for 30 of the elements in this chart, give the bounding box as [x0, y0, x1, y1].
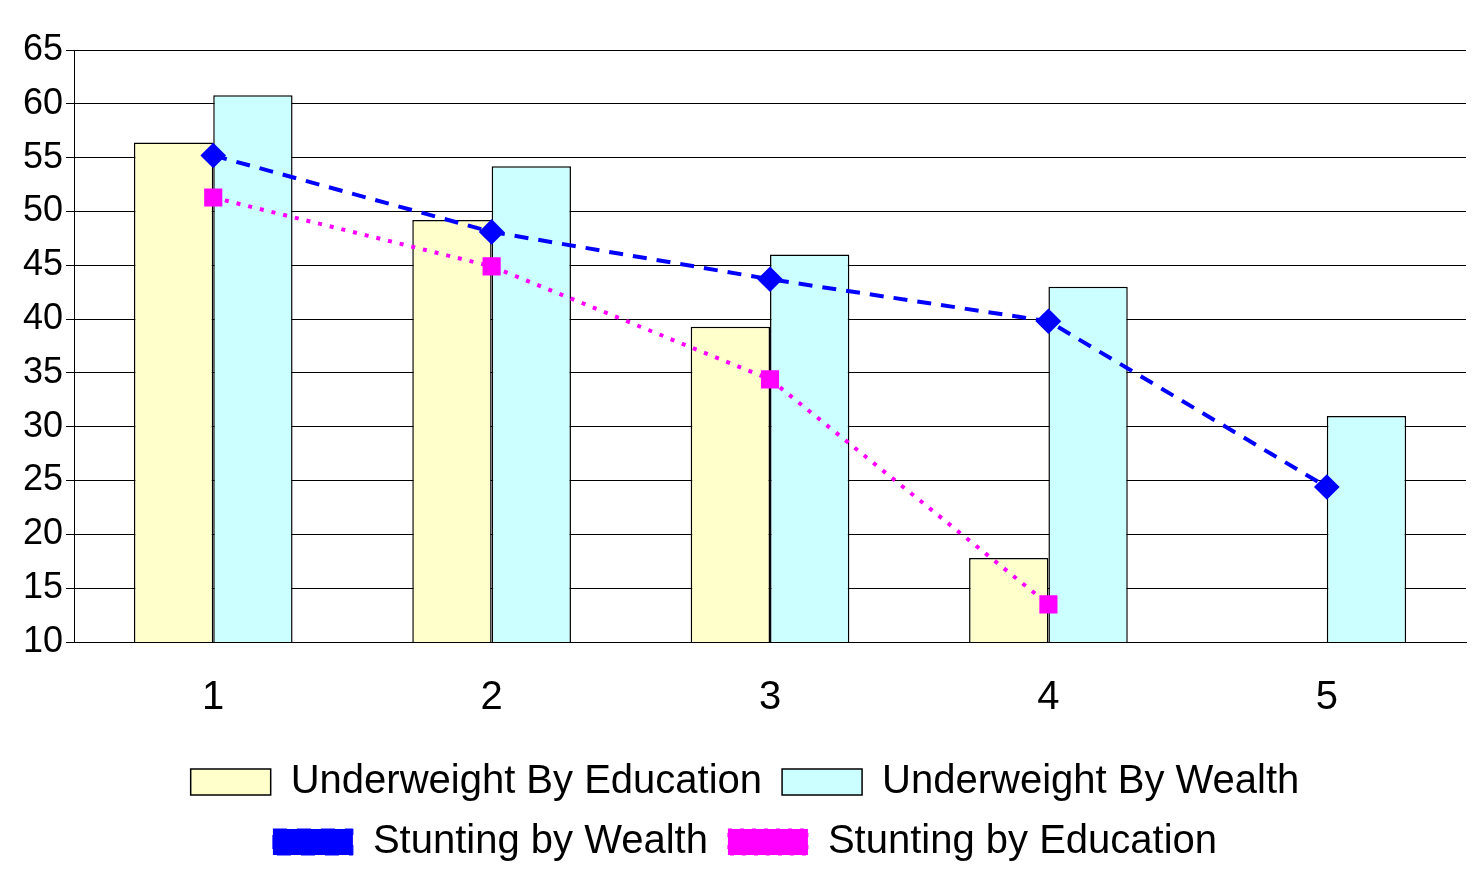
y-tick-label: 10	[23, 618, 64, 660]
point	[482, 257, 501, 276]
legend-label: Stunting by Education	[827, 817, 1218, 862]
y-tick-label: 65	[23, 26, 64, 68]
point	[1036, 309, 1061, 334]
y-tick-label: 55	[23, 134, 64, 176]
point	[1039, 595, 1058, 614]
y-tick-label: 15	[23, 565, 64, 607]
legend-label: Underweight By Wealth	[882, 757, 1300, 802]
legend-label: Underweight By Education	[290, 757, 763, 802]
point	[201, 143, 226, 168]
x-tick-label: 4	[1037, 673, 1060, 718]
point	[760, 370, 780, 389]
x-tick-label: 3	[758, 673, 782, 718]
x-tick-label: 2	[480, 673, 503, 718]
x-tick-label: 5	[1315, 673, 1338, 718]
point	[758, 267, 783, 292]
legend-label: Stunting by Wealth	[372, 817, 708, 862]
point	[204, 188, 223, 207]
x-tick-label: 1	[202, 673, 225, 718]
point	[479, 219, 504, 244]
y-tick-label: 60	[23, 80, 64, 122]
y-tick-label: 20	[23, 511, 64, 553]
y-tick-label: 35	[23, 349, 64, 391]
y-tick-label: 40	[23, 296, 64, 338]
y-tick-label: 30	[23, 403, 64, 445]
y-tick-label: 45	[23, 242, 64, 284]
point	[1314, 475, 1339, 499]
y-tick-label: 50	[23, 188, 64, 230]
y-tick-label: 25	[23, 457, 64, 499]
